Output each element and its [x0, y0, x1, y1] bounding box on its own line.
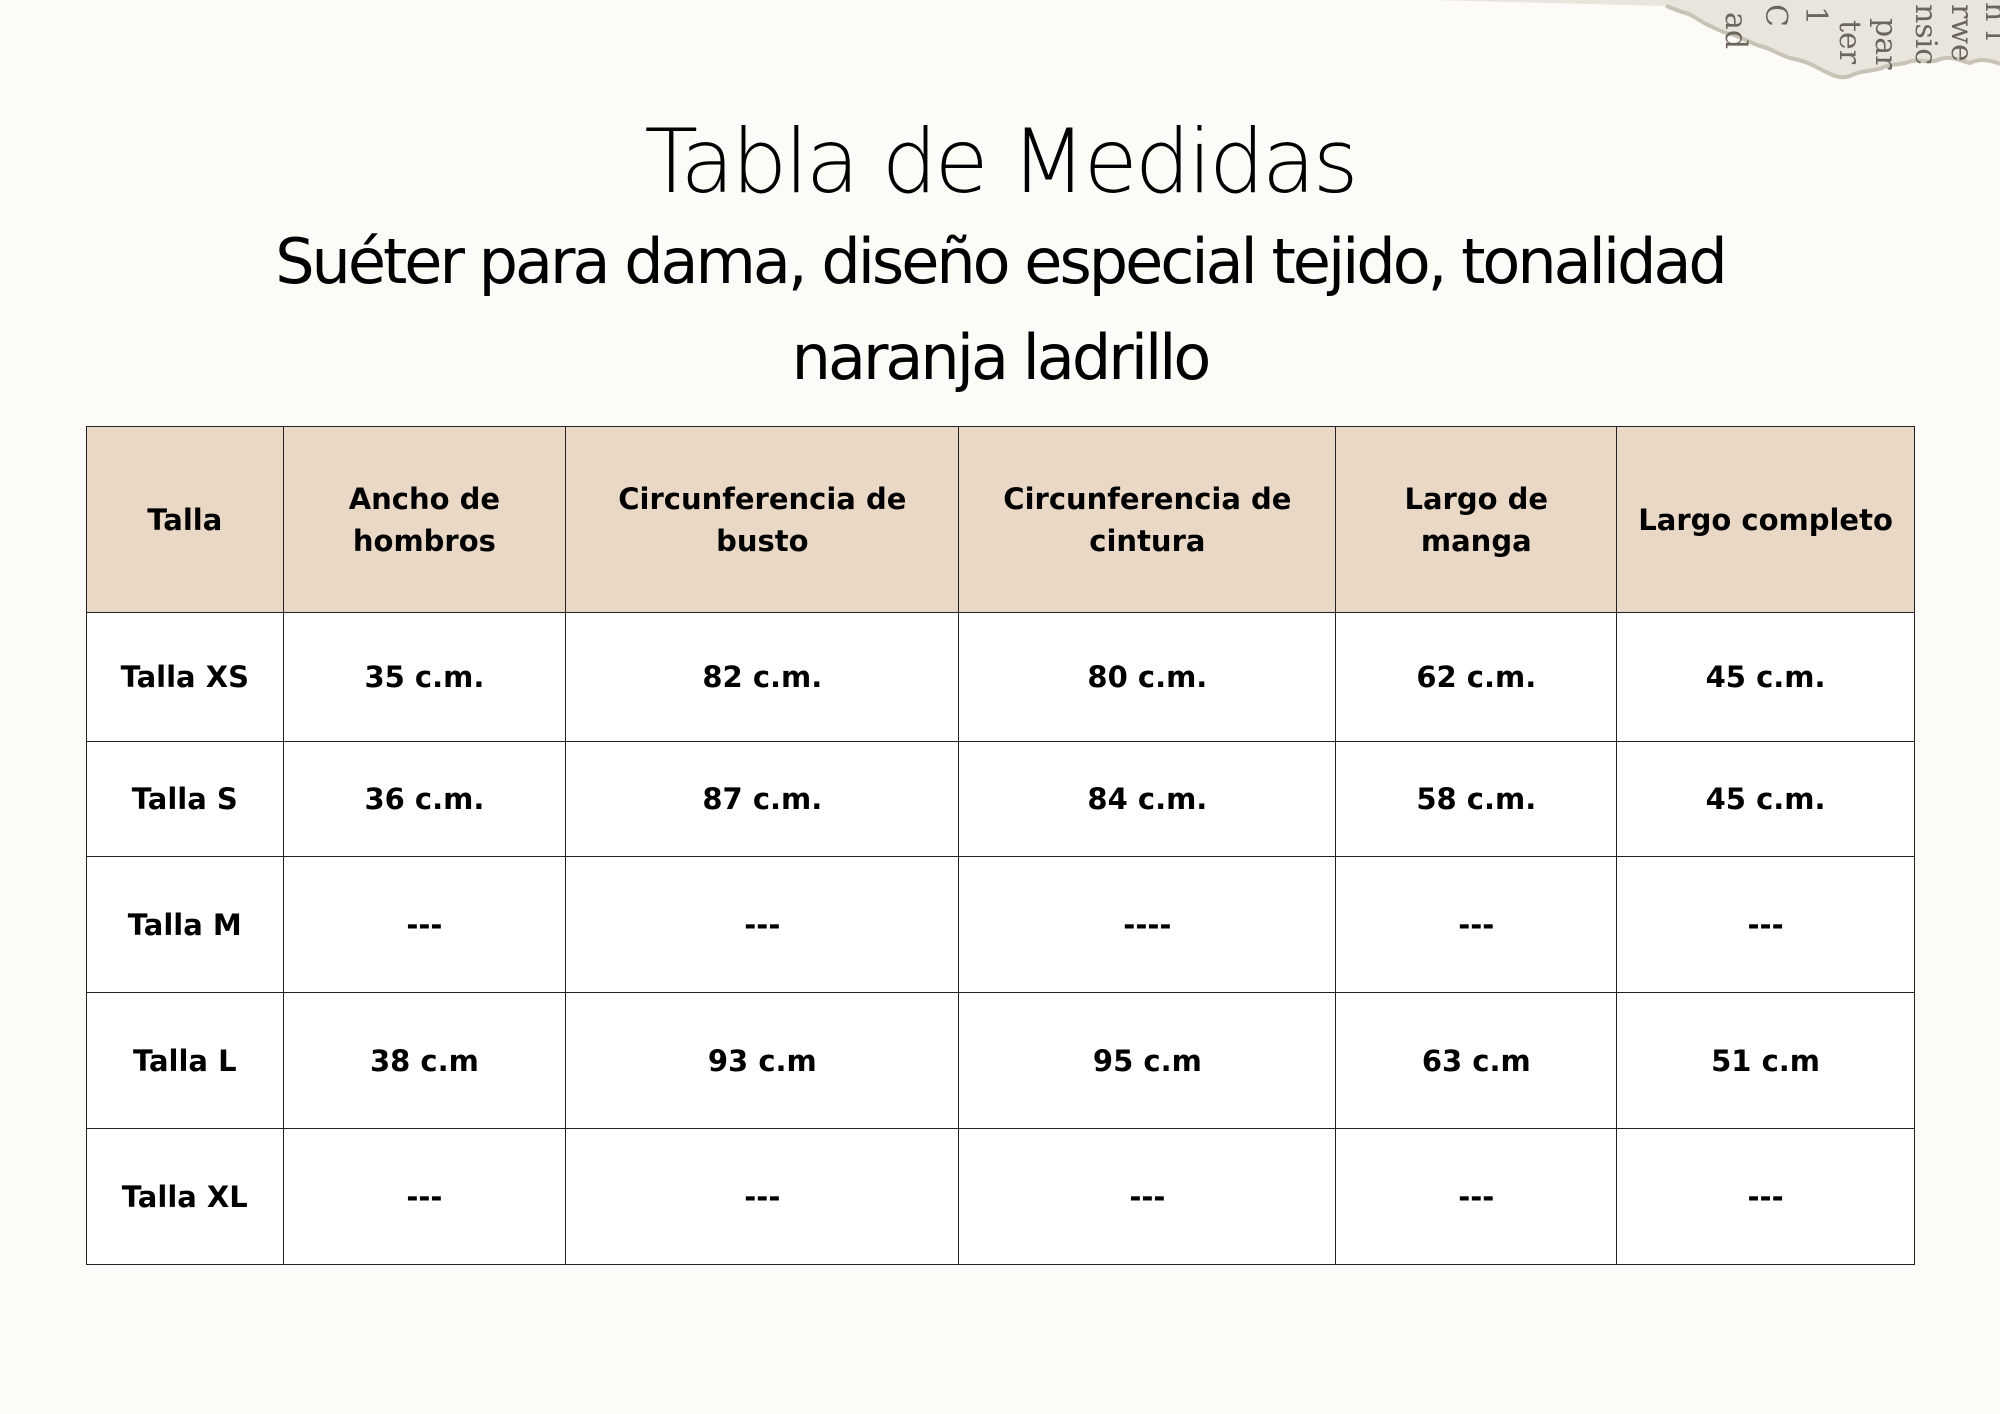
cell-full-length: ---: [1616, 856, 1915, 993]
size-chart-table: Talla Ancho de hombros Circunferencia de…: [86, 426, 1915, 1265]
header-sleeve-length: Largo de manga: [1335, 426, 1618, 613]
cell-sleeve-length: ---: [1335, 1128, 1618, 1265]
cell-full-length: 45 c.m.: [1616, 741, 1915, 857]
cell-waist-circumference: 80 c.m.: [958, 612, 1337, 742]
svg-text:1: 1: [1798, 6, 1833, 25]
cell-waist-circumference: ----: [958, 856, 1337, 993]
svg-text:rwe: rwe: [1944, 4, 1979, 62]
cell-sleeve-length: 62 c.m.: [1335, 612, 1618, 742]
cell-bust-circumference: ---: [565, 856, 960, 993]
svg-text:par: par: [1868, 18, 1903, 70]
cell-shoulder-width: 36 c.m.: [282, 741, 567, 857]
svg-text:C: C: [1758, 4, 1793, 27]
cell-sleeve-length: 58 c.m.: [1335, 741, 1618, 857]
svg-text:nsic: nsic: [1908, 4, 1943, 65]
cell-size: Talla XL: [86, 1128, 284, 1265]
table-row: Talla XS 35 c.m. 82 c.m. 80 c.m. 62 c.m.…: [86, 612, 1915, 742]
table-header-row: Talla Ancho de hombros Circunferencia de…: [86, 426, 1915, 613]
cell-full-length: 45 c.m.: [1616, 612, 1915, 742]
header-bust-circumference: Circunferencia de busto: [565, 426, 960, 613]
cell-full-length: 51 c.m: [1616, 992, 1915, 1129]
page-subtitle: Suéter para dama, diseño especial tejido…: [275, 225, 1728, 394]
cell-sleeve-length: 63 c.m: [1335, 992, 1618, 1129]
cell-bust-circumference: 93 c.m: [565, 992, 960, 1129]
cell-sleeve-length: ---: [1335, 856, 1618, 993]
table-row: Talla M --- --- ---- --- ---: [86, 856, 1915, 993]
cell-bust-circumference: ---: [565, 1128, 960, 1265]
cell-size: Talla L: [86, 992, 284, 1129]
svg-text:ad: ad: [1718, 12, 1753, 49]
cell-bust-circumference: 82 c.m.: [565, 612, 960, 742]
cell-waist-circumference: 95 c.m: [958, 992, 1337, 1129]
table-row: Talla S 36 c.m. 87 c.m. 84 c.m. 58 c.m. …: [86, 741, 1915, 857]
cell-waist-circumference: ---: [958, 1128, 1337, 1265]
cell-shoulder-width: ---: [282, 856, 567, 993]
cell-size: Talla S: [86, 741, 284, 857]
cell-shoulder-width: 38 c.m: [282, 992, 567, 1129]
cell-bust-circumference: 87 c.m.: [565, 741, 960, 857]
table-row: Talla XL --- --- --- --- ---: [86, 1128, 1915, 1265]
cell-waist-circumference: 84 c.m.: [958, 741, 1337, 857]
table-row: Talla L 38 c.m 93 c.m 95 c.m 63 c.m 51 c…: [86, 992, 1915, 1129]
cell-size: Talla XS: [86, 612, 284, 742]
cell-shoulder-width: ---: [282, 1128, 567, 1265]
page-title: Tabla de Medidas: [644, 110, 1358, 213]
svg-text:ter: ter: [1832, 20, 1867, 65]
svg-text:n l: n l: [1978, 2, 2000, 40]
cell-size: Talla M: [86, 856, 284, 993]
cell-shoulder-width: 35 c.m.: [282, 612, 567, 742]
cell-full-length: ---: [1616, 1128, 1915, 1265]
header-shoulder-width: Ancho de hombros: [282, 426, 567, 613]
header-waist-circumference: Circunferencia de cintura: [958, 426, 1337, 613]
header-full-length: Largo completo: [1616, 426, 1915, 613]
torn-newspaper-scrap: ad C 1 ter par nsic rwe n l: [1430, 0, 2000, 80]
header-size: Talla: [86, 426, 284, 613]
